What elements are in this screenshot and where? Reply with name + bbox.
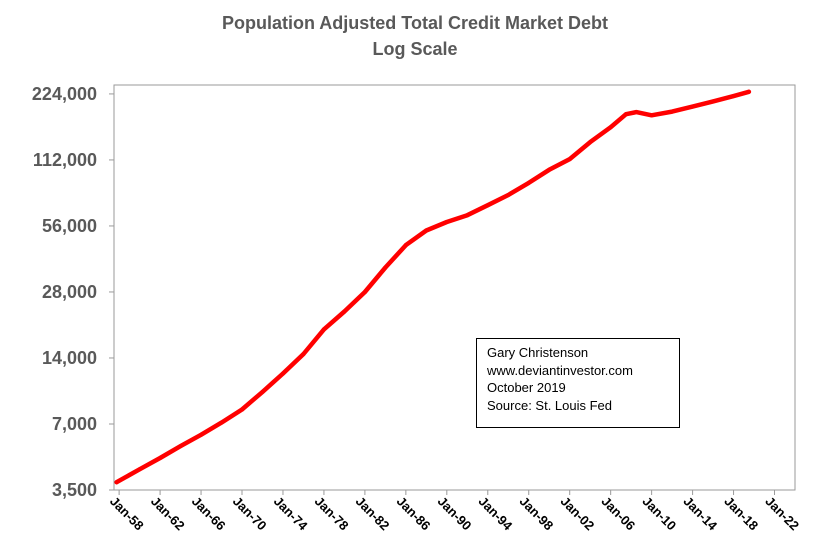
data-point (567, 157, 572, 162)
x-axis: Jan-58 Jan-62 Jan-66 Jan-70 Jan-74 Jan-78 Jan-… (107, 490, 802, 534)
data-point (608, 125, 613, 130)
y-axis: 224,000 112,000 56,000 28,000 14,000 7,000 3,5… (32, 84, 114, 500)
chart-title: Population Adjusted Total Credit Market … (221, 13, 608, 33)
series-group (114, 89, 752, 485)
x-tick-label: Jan-78 (312, 494, 352, 534)
data-point (158, 456, 163, 460)
x-tick-label: Jan-62 (148, 494, 188, 534)
data-point (342, 309, 347, 314)
data-point (281, 371, 285, 376)
data-point (649, 113, 654, 118)
y-tick-label: 7,000 (52, 414, 97, 434)
data-point (137, 467, 142, 472)
annotation-box: Gary Christenson www.deviantinvestor.com… (476, 338, 680, 428)
x-tick-label: Jan-86 (394, 494, 434, 534)
data-point (383, 265, 388, 270)
data-point (362, 290, 367, 294)
data-point (634, 110, 639, 115)
x-tick-label: Jan-06 (599, 494, 639, 534)
x-tick-label: Jan-58 (107, 494, 147, 534)
data-point (526, 180, 531, 185)
data-point (711, 99, 716, 104)
x-tick-label: Jan-02 (558, 494, 598, 534)
y-tick-label: 3,500 (52, 480, 97, 500)
data-point (444, 220, 449, 224)
annotation-source: Source: St. Louis Fed (487, 397, 613, 413)
data-point (178, 444, 183, 449)
y-tick-label: 112,000 (33, 150, 97, 170)
data-point (424, 228, 429, 233)
data-point (746, 89, 751, 94)
data-point (465, 213, 470, 218)
data-point (731, 94, 736, 99)
data-point (670, 109, 675, 114)
x-tick-label: Jan-10 (640, 494, 680, 534)
y-tick-label: 28,000 (42, 282, 97, 302)
x-tick-label: Jan-82 (353, 494, 393, 534)
data-point (624, 112, 628, 117)
x-tick-label: Jan-14 (680, 494, 720, 534)
x-tick-label: Jan-66 (189, 494, 229, 534)
data-point (485, 203, 490, 208)
y-tick-label: 224,000 (32, 84, 97, 104)
data-point (301, 352, 306, 356)
annotation-date: October 2019 (487, 380, 566, 395)
data-point (547, 167, 552, 172)
annotation-website: www.deviantinvestor.com (487, 362, 633, 378)
x-tick-label: Jan-22 (762, 494, 802, 534)
x-tick-label: Jan-98 (517, 494, 557, 534)
y-tick-label: 56,000 (42, 216, 97, 236)
x-tick-label: Jan-70 (230, 494, 270, 534)
data-point (219, 420, 224, 425)
data-point (114, 480, 119, 485)
chart-subtitle: Log Scale (372, 39, 458, 59)
data-point (403, 243, 408, 248)
x-tick-label: Jan-94 (476, 494, 516, 534)
x-tick-label: Jan-18 (721, 494, 761, 534)
plot-area (113, 84, 796, 491)
data-point (260, 389, 265, 394)
x-tick-label: Jan-90 (435, 494, 475, 534)
x-tick-label: Jan-74 (271, 494, 311, 534)
data-point (690, 104, 695, 109)
data-point (506, 193, 511, 197)
data-point (321, 327, 326, 332)
data-point (240, 407, 244, 412)
data-point (588, 140, 593, 145)
y-tick-label: 14,000 (42, 348, 97, 368)
annotation-author: Gary Christenson (487, 345, 589, 360)
data-point (199, 432, 203, 437)
